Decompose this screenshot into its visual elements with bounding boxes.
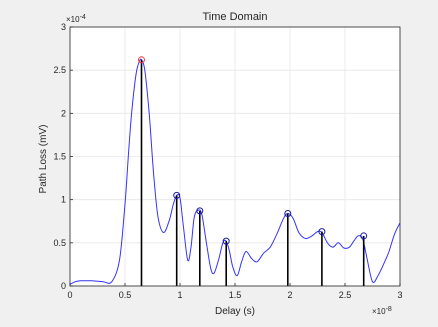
x-exponent-base: ×10 xyxy=(372,307,386,316)
stem-marker xyxy=(173,191,181,199)
stem-marker xyxy=(318,228,326,236)
x-tick-label: 3 xyxy=(397,290,402,300)
y-exponent-base: ×10 xyxy=(66,15,80,24)
y-exponent-power: -4 xyxy=(80,14,86,21)
x-tick-label: 2 xyxy=(287,290,292,300)
stem-marker xyxy=(222,237,230,245)
x-tick-label: 2.5 xyxy=(339,290,352,300)
x-tick-label: 0 xyxy=(67,290,72,300)
y-axis-label: Path Loss (mV) xyxy=(38,125,49,194)
stem-layer xyxy=(138,56,368,286)
y-tick-label: 0 xyxy=(61,281,66,291)
y-tick-label: 0.5 xyxy=(53,238,66,248)
chart-title: Time Domain xyxy=(203,11,268,23)
x-axis-label: Delay (s) xyxy=(215,306,255,317)
x-exponent: ×10-8 xyxy=(372,306,392,316)
x-tick-label: 1.5 xyxy=(229,290,242,300)
y-tick-label: 2 xyxy=(61,108,66,118)
y-tick-label: 1.5 xyxy=(53,152,66,162)
stem-marker xyxy=(360,232,368,240)
x-tick-label: 1 xyxy=(177,290,182,300)
y-tick-label: 1 xyxy=(61,195,66,205)
ticks: 0 0.5 1 1.5 2 2.5 3 0 0.5 1 1.5 2 2.5 3 xyxy=(53,22,402,300)
y-tick-label: 3 xyxy=(61,22,66,32)
stem-marker xyxy=(284,209,292,217)
stem-marker xyxy=(196,207,204,215)
y-tick-label: 2.5 xyxy=(53,65,66,75)
stem-marker xyxy=(138,56,145,64)
x-tick-label: 0.5 xyxy=(119,290,132,300)
y-exponent: ×10-4 xyxy=(66,14,86,24)
x-exponent-power: -8 xyxy=(386,306,392,313)
